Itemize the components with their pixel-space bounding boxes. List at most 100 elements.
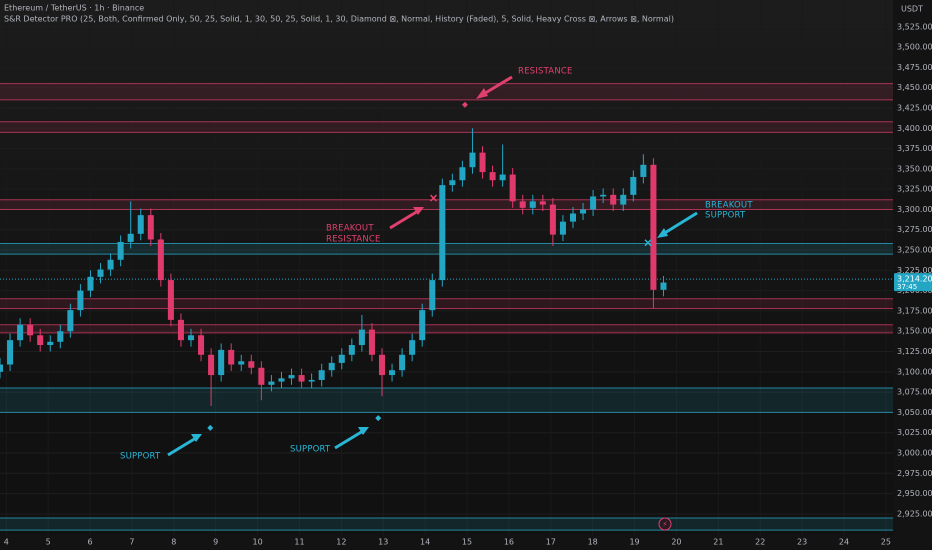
x-tick-label: 4	[4, 538, 9, 547]
annotation: RESISTANCE	[326, 235, 381, 245]
candle-body	[37, 335, 44, 346]
candle-body	[399, 354, 406, 371]
sr-zone	[0, 243, 893, 255]
candle-body	[509, 174, 516, 202]
candle-body	[328, 362, 335, 371]
annotation: SUPPORT	[120, 452, 161, 462]
x-tick-label: 5	[46, 538, 51, 547]
x-tick-label: 11	[294, 538, 304, 547]
alert-icon[interactable]	[658, 517, 672, 531]
sr-zone	[0, 298, 893, 309]
arrow	[481, 75, 513, 97]
candle-body	[449, 180, 456, 186]
candle-body	[519, 201, 526, 208]
arrow-head	[191, 434, 202, 442]
candle-body	[559, 221, 566, 235]
sr-zone	[0, 83, 893, 100]
x-tick-label: 21	[713, 538, 723, 547]
x-tick-label: 6	[88, 538, 93, 547]
alert-icon-glyph: ⚡	[663, 521, 668, 529]
y-tick-label: 3,325.00	[897, 185, 932, 194]
candle-body	[429, 280, 436, 311]
candle-body	[318, 370, 325, 380]
y-tick-label: 3,025.00	[897, 428, 932, 437]
candle-body	[17, 324, 24, 341]
sr-zone	[0, 517, 893, 531]
candle-body	[87, 276, 94, 291]
candle-body	[97, 269, 104, 277]
candle-body	[258, 367, 265, 385]
candle-body	[529, 201, 536, 208]
candle-body	[479, 152, 486, 173]
candle-body	[218, 349, 225, 376]
arrow-head	[413, 207, 424, 215]
last-price-label: 3,214.20	[897, 275, 932, 284]
candle-body	[288, 375, 295, 379]
sr-zone	[0, 388, 893, 413]
candle-body	[137, 215, 144, 234]
y-tick-label: 3,050.00	[897, 408, 932, 417]
annotation: SUPPORT	[290, 445, 331, 455]
annotation: BREAKOUT	[705, 201, 753, 211]
y-tick-label: 3,125.00	[897, 347, 932, 356]
candle-body	[167, 280, 174, 320]
candle-body	[660, 282, 667, 290]
x-tick-label: 7	[129, 538, 134, 547]
y-tick-label: 3,100.00	[897, 367, 932, 376]
y-tick-label: 3,450.00	[897, 83, 932, 92]
x-tick-label: 9	[213, 538, 218, 547]
candle-body	[57, 331, 64, 342]
candle-body	[439, 185, 446, 281]
x-tick-label: 22	[755, 538, 765, 547]
candle-body	[208, 354, 215, 376]
x-tick-label: 24	[839, 538, 849, 547]
annotation: SUPPORT	[705, 211, 746, 221]
candle-body	[67, 310, 74, 332]
candle-body	[580, 209, 587, 214]
candle-body	[389, 370, 396, 376]
candle-body	[7, 340, 14, 365]
y-tick-label: 2,925.00	[897, 509, 932, 518]
y-tick-label: 3,500.00	[897, 43, 932, 52]
candle-body	[107, 259, 114, 270]
candle-body	[610, 194, 617, 205]
x-tick-label: 23	[797, 538, 807, 547]
y-tick-label: 3,525.00	[897, 22, 932, 31]
y-tick-label: 3,350.00	[897, 164, 932, 173]
candle-body	[600, 194, 607, 197]
arrow	[389, 209, 419, 230]
symbol-title: Ethereum / TetherUS · 1h · Binance	[4, 4, 144, 13]
candle-body	[569, 213, 577, 222]
candle-body	[489, 172, 496, 181]
x-tick-label: 15	[462, 538, 472, 547]
candle-body	[378, 354, 386, 376]
candle-body	[630, 176, 637, 195]
y-tick-label: 2,975.00	[897, 469, 932, 478]
candle-body	[358, 329, 365, 346]
candle-body	[157, 239, 164, 281]
y-tick-label: 3,150.00	[897, 327, 932, 336]
candle-body	[127, 233, 134, 242]
arrows	[167, 75, 698, 457]
countdown-label: 37:45	[897, 283, 917, 291]
cross-marker	[429, 194, 438, 202]
candle-body	[409, 340, 416, 355]
candle-layer	[0, 101, 667, 431]
y-tick-label: 2,950.00	[897, 489, 932, 498]
x-tick-label: 20	[671, 538, 681, 547]
y-tick-label: 3,400.00	[897, 124, 932, 133]
y-tick-label: 3,250.00	[897, 246, 932, 255]
candle-body	[459, 167, 466, 181]
last-price-badge	[894, 273, 932, 292]
y-tick-label: 3,475.00	[897, 63, 932, 72]
sr-zone	[0, 324, 893, 333]
candle-body	[147, 215, 154, 240]
diamond-marker	[207, 424, 214, 431]
candle-body	[539, 201, 546, 205]
y-tick-label: 3,225.00	[897, 266, 932, 275]
candle-body	[549, 204, 556, 235]
sr-zone	[0, 121, 893, 133]
candle-body	[338, 354, 345, 363]
